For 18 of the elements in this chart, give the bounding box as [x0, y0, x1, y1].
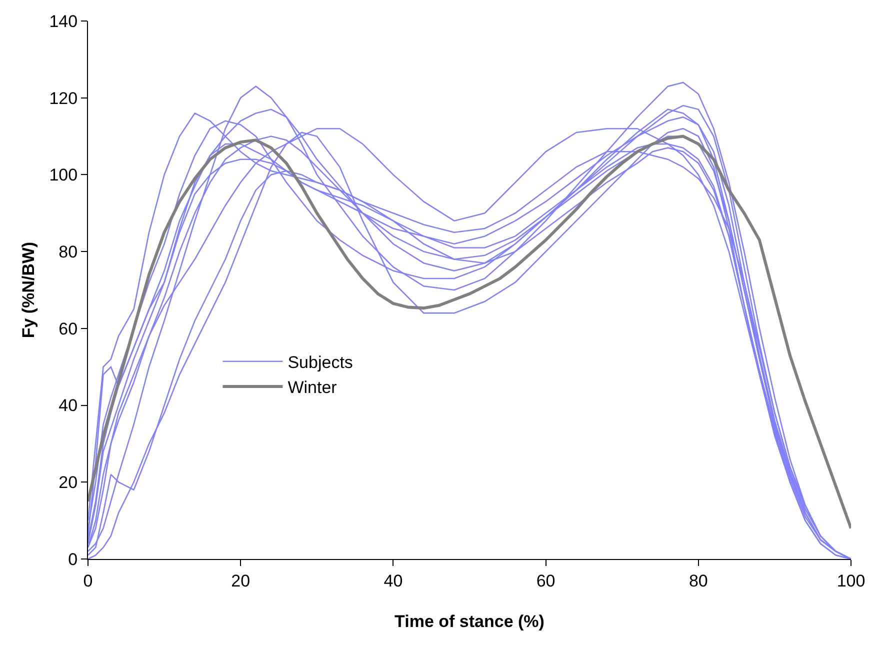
y-axis-title: Fy (%N/BW)	[18, 242, 38, 338]
x-tick-label: 60	[536, 571, 556, 590]
x-tick-label: 100	[836, 571, 866, 590]
y-tick-label: 100	[49, 166, 78, 185]
y-tick-label: 60	[58, 319, 78, 338]
y-tick-label: 120	[49, 88, 78, 108]
y-tick-label: 20	[58, 473, 78, 492]
y-tick-label: 0	[68, 550, 78, 569]
y-tick-label: 40	[58, 396, 78, 416]
y-tick-label: 140	[49, 12, 78, 31]
legend-label: Winter	[288, 378, 338, 398]
y-tick-label: 80	[58, 242, 78, 262]
legend-label: Subjects	[288, 352, 353, 372]
x-axis-title: Time of stance (%)	[394, 612, 544, 631]
x-tick-label: 0	[83, 571, 93, 590]
x-tick-label: 20	[231, 571, 250, 590]
x-tick-label: 80	[688, 571, 708, 590]
x-tick-label: 40	[384, 571, 403, 590]
